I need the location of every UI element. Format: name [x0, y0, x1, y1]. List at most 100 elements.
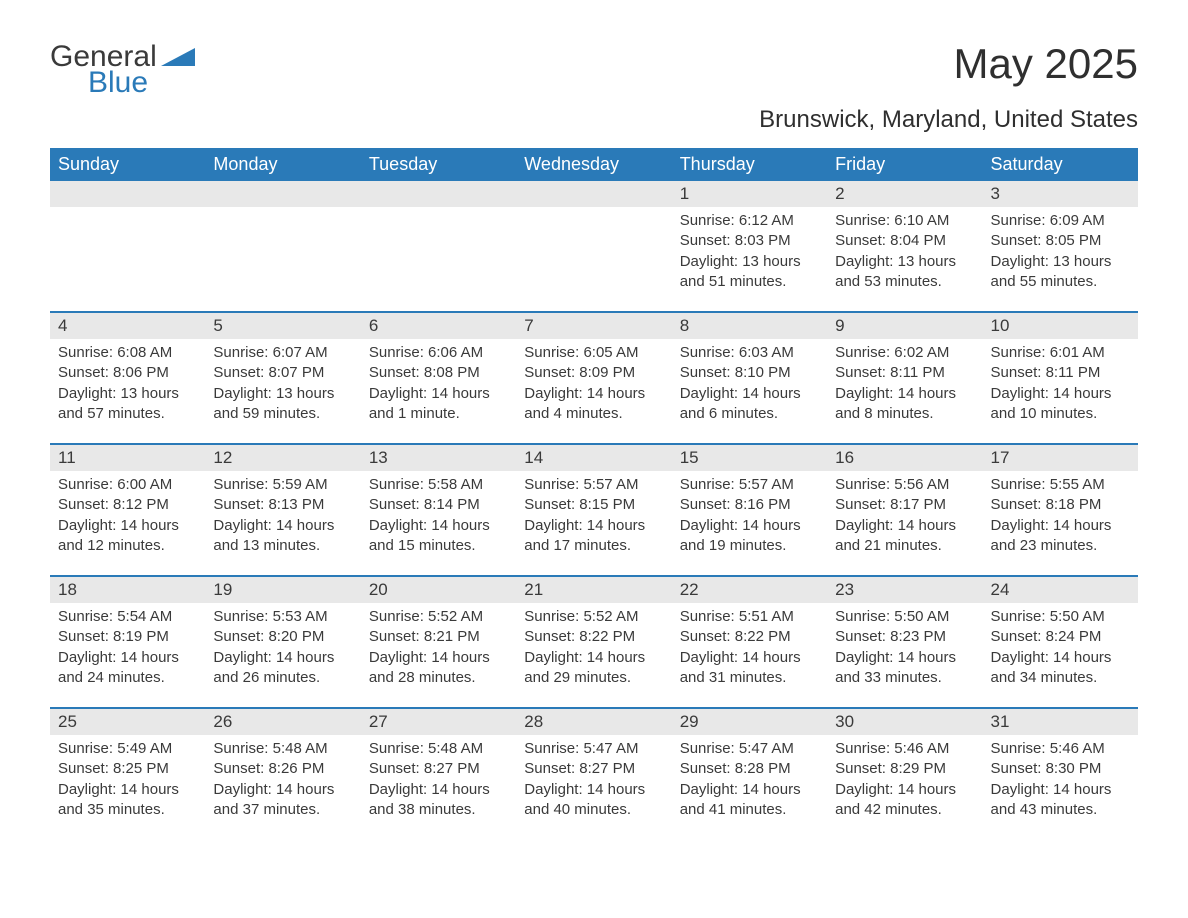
- daylight-text: Daylight: 14 hours and 1 minute.: [369, 384, 508, 425]
- sunrise-text: Sunrise: 6:02 AM: [835, 343, 974, 363]
- day-number: 17: [983, 445, 1138, 471]
- day-content: Sunrise: 5:50 AMSunset: 8:24 PMDaylight:…: [983, 603, 1138, 696]
- sunset-text: Sunset: 8:13 PM: [213, 495, 352, 515]
- day-content: Sunrise: 5:48 AMSunset: 8:27 PMDaylight:…: [361, 735, 516, 828]
- day-number: 30: [827, 709, 982, 735]
- day-number: 20: [361, 577, 516, 603]
- sunset-text: Sunset: 8:30 PM: [991, 759, 1130, 779]
- calendar-day: 16Sunrise: 5:56 AMSunset: 8:17 PMDayligh…: [827, 445, 982, 575]
- day-content: Sunrise: 6:00 AMSunset: 8:12 PMDaylight:…: [50, 471, 205, 564]
- header: General Blue May 2025: [50, 40, 1138, 100]
- calendar-day: 15Sunrise: 5:57 AMSunset: 8:16 PMDayligh…: [672, 445, 827, 575]
- calendar-day: 22Sunrise: 5:51 AMSunset: 8:22 PMDayligh…: [672, 577, 827, 707]
- sunrise-text: Sunrise: 5:47 AM: [524, 739, 663, 759]
- day-number: 9: [827, 313, 982, 339]
- day-number: 21: [516, 577, 671, 603]
- sunrise-text: Sunrise: 5:50 AM: [835, 607, 974, 627]
- calendar-day: 1Sunrise: 6:12 AMSunset: 8:03 PMDaylight…: [672, 181, 827, 311]
- sunset-text: Sunset: 8:08 PM: [369, 363, 508, 383]
- sunset-text: Sunset: 8:21 PM: [369, 627, 508, 647]
- calendar-day: [516, 181, 671, 311]
- sunrise-text: Sunrise: 5:59 AM: [213, 475, 352, 495]
- daylight-text: Daylight: 14 hours and 41 minutes.: [680, 780, 819, 821]
- day-content: Sunrise: 6:01 AMSunset: 8:11 PMDaylight:…: [983, 339, 1138, 432]
- calendar-day: 17Sunrise: 5:55 AMSunset: 8:18 PMDayligh…: [983, 445, 1138, 575]
- calendar-week: 18Sunrise: 5:54 AMSunset: 8:19 PMDayligh…: [50, 575, 1138, 707]
- day-number: 12: [205, 445, 360, 471]
- day-content: Sunrise: 5:58 AMSunset: 8:14 PMDaylight:…: [361, 471, 516, 564]
- sunrise-text: Sunrise: 5:51 AM: [680, 607, 819, 627]
- sunrise-text: Sunrise: 5:49 AM: [58, 739, 197, 759]
- day-number: [516, 181, 671, 207]
- day-content: Sunrise: 5:55 AMSunset: 8:18 PMDaylight:…: [983, 471, 1138, 564]
- day-content: Sunrise: 5:50 AMSunset: 8:23 PMDaylight:…: [827, 603, 982, 696]
- day-number: 14: [516, 445, 671, 471]
- sunset-text: Sunset: 8:23 PM: [835, 627, 974, 647]
- sunset-text: Sunset: 8:07 PM: [213, 363, 352, 383]
- sunset-text: Sunset: 8:09 PM: [524, 363, 663, 383]
- day-content: Sunrise: 6:06 AMSunset: 8:08 PMDaylight:…: [361, 339, 516, 432]
- calendar-day: 23Sunrise: 5:50 AMSunset: 8:23 PMDayligh…: [827, 577, 982, 707]
- day-number: 19: [205, 577, 360, 603]
- day-number: 11: [50, 445, 205, 471]
- day-number: 1: [672, 181, 827, 207]
- day-content: Sunrise: 6:08 AMSunset: 8:06 PMDaylight:…: [50, 339, 205, 432]
- daylight-text: Daylight: 14 hours and 10 minutes.: [991, 384, 1130, 425]
- calendar-day: 14Sunrise: 5:57 AMSunset: 8:15 PMDayligh…: [516, 445, 671, 575]
- weekday-header: Friday: [827, 148, 982, 181]
- day-number: 3: [983, 181, 1138, 207]
- calendar-day: 4Sunrise: 6:08 AMSunset: 8:06 PMDaylight…: [50, 313, 205, 443]
- sunset-text: Sunset: 8:03 PM: [680, 231, 819, 251]
- sunrise-text: Sunrise: 5:54 AM: [58, 607, 197, 627]
- sunrise-text: Sunrise: 5:46 AM: [835, 739, 974, 759]
- sunrise-text: Sunrise: 5:50 AM: [991, 607, 1130, 627]
- daylight-text: Daylight: 14 hours and 23 minutes.: [991, 516, 1130, 557]
- day-content: Sunrise: 6:12 AMSunset: 8:03 PMDaylight:…: [672, 207, 827, 300]
- calendar-day: 12Sunrise: 5:59 AMSunset: 8:13 PMDayligh…: [205, 445, 360, 575]
- day-content: Sunrise: 5:54 AMSunset: 8:19 PMDaylight:…: [50, 603, 205, 696]
- sunrise-text: Sunrise: 6:12 AM: [680, 211, 819, 231]
- calendar-day: [205, 181, 360, 311]
- daylight-text: Daylight: 14 hours and 15 minutes.: [369, 516, 508, 557]
- sunrise-text: Sunrise: 6:00 AM: [58, 475, 197, 495]
- day-content: Sunrise: 5:56 AMSunset: 8:17 PMDaylight:…: [827, 471, 982, 564]
- day-content: [50, 207, 205, 219]
- daylight-text: Daylight: 14 hours and 17 minutes.: [524, 516, 663, 557]
- day-number: 5: [205, 313, 360, 339]
- day-content: Sunrise: 5:59 AMSunset: 8:13 PMDaylight:…: [205, 471, 360, 564]
- sunset-text: Sunset: 8:20 PM: [213, 627, 352, 647]
- weekday-header: Thursday: [672, 148, 827, 181]
- day-number: 28: [516, 709, 671, 735]
- daylight-text: Daylight: 13 hours and 51 minutes.: [680, 252, 819, 293]
- daylight-text: Daylight: 14 hours and 19 minutes.: [680, 516, 819, 557]
- calendar-day: 11Sunrise: 6:00 AMSunset: 8:12 PMDayligh…: [50, 445, 205, 575]
- day-number: 16: [827, 445, 982, 471]
- calendar-day: 26Sunrise: 5:48 AMSunset: 8:26 PMDayligh…: [205, 709, 360, 839]
- sunrise-text: Sunrise: 5:52 AM: [524, 607, 663, 627]
- day-number: 25: [50, 709, 205, 735]
- day-number: 2: [827, 181, 982, 207]
- day-content: [361, 207, 516, 219]
- sunset-text: Sunset: 8:25 PM: [58, 759, 197, 779]
- sunrise-text: Sunrise: 5:55 AM: [991, 475, 1130, 495]
- day-number: 26: [205, 709, 360, 735]
- day-number: 22: [672, 577, 827, 603]
- day-content: Sunrise: 6:05 AMSunset: 8:09 PMDaylight:…: [516, 339, 671, 432]
- sunset-text: Sunset: 8:18 PM: [991, 495, 1130, 515]
- day-number: 24: [983, 577, 1138, 603]
- day-content: Sunrise: 5:57 AMSunset: 8:15 PMDaylight:…: [516, 471, 671, 564]
- logo-triangle-icon: [161, 44, 195, 71]
- day-number: 31: [983, 709, 1138, 735]
- day-number: 6: [361, 313, 516, 339]
- day-content: [205, 207, 360, 219]
- calendar-week: 4Sunrise: 6:08 AMSunset: 8:06 PMDaylight…: [50, 311, 1138, 443]
- sunrise-text: Sunrise: 5:53 AM: [213, 607, 352, 627]
- daylight-text: Daylight: 14 hours and 6 minutes.: [680, 384, 819, 425]
- weekday-header: Sunday: [50, 148, 205, 181]
- daylight-text: Daylight: 13 hours and 55 minutes.: [991, 252, 1130, 293]
- logo: General Blue: [50, 40, 195, 100]
- calendar-day: 21Sunrise: 5:52 AMSunset: 8:22 PMDayligh…: [516, 577, 671, 707]
- day-number: [205, 181, 360, 207]
- sunset-text: Sunset: 8:12 PM: [58, 495, 197, 515]
- calendar-day: 19Sunrise: 5:53 AMSunset: 8:20 PMDayligh…: [205, 577, 360, 707]
